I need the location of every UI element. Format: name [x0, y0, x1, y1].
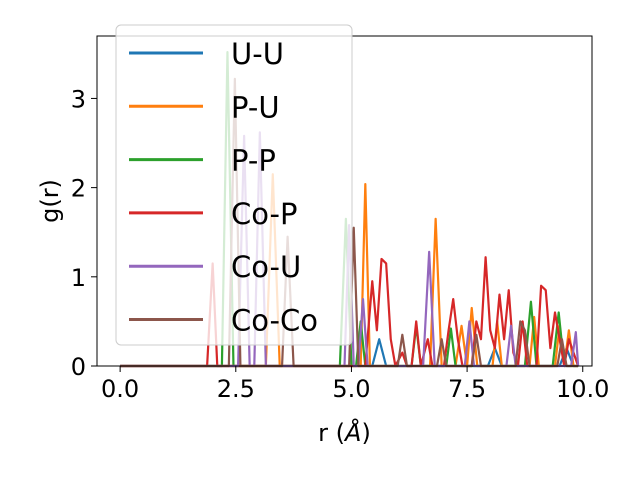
legend-entry-p-p: P-P — [129, 144, 276, 178]
x-axis: 0.0 2.5 5.0 7.5 10.0 — [101, 366, 609, 403]
x-tick-label: 2.5 — [217, 375, 255, 403]
x-axis-label: r (Å) — [318, 418, 371, 447]
legend-label: P-U — [231, 90, 280, 124]
legend-entry-u-u: U-U — [129, 37, 284, 71]
y-tick-label: 1 — [71, 264, 86, 292]
legend-label: Co-Co — [231, 304, 318, 338]
y-tick-label: 3 — [71, 85, 86, 113]
x-tick-label: 10.0 — [556, 375, 609, 403]
legend-label: P-P — [231, 144, 276, 178]
legend-entry-p-u: P-U — [129, 90, 280, 124]
y-axis: 0 1 2 3 — [71, 85, 97, 381]
y-tick-label: 2 — [71, 175, 86, 203]
legend-box — [115, 24, 353, 346]
x-tick-label: 0.0 — [101, 375, 139, 403]
x-tick-label: 5.0 — [332, 375, 370, 403]
y-axis-label: g(r) — [36, 179, 64, 223]
x-tick-label: 7.5 — [448, 375, 486, 403]
legend-label: Co-U — [231, 250, 301, 284]
legend-entry-co-co: Co-Co — [129, 304, 318, 338]
legend-entry-co-u: Co-U — [129, 250, 301, 284]
legend-entry-co-p: Co-P — [129, 197, 297, 231]
legend: U-U P-U P-P Co-P Co-U Co-Co — [115, 24, 353, 346]
y-tick-label: 0 — [71, 353, 86, 381]
legend-label: U-U — [231, 37, 284, 71]
legend-label: Co-P — [231, 197, 297, 231]
